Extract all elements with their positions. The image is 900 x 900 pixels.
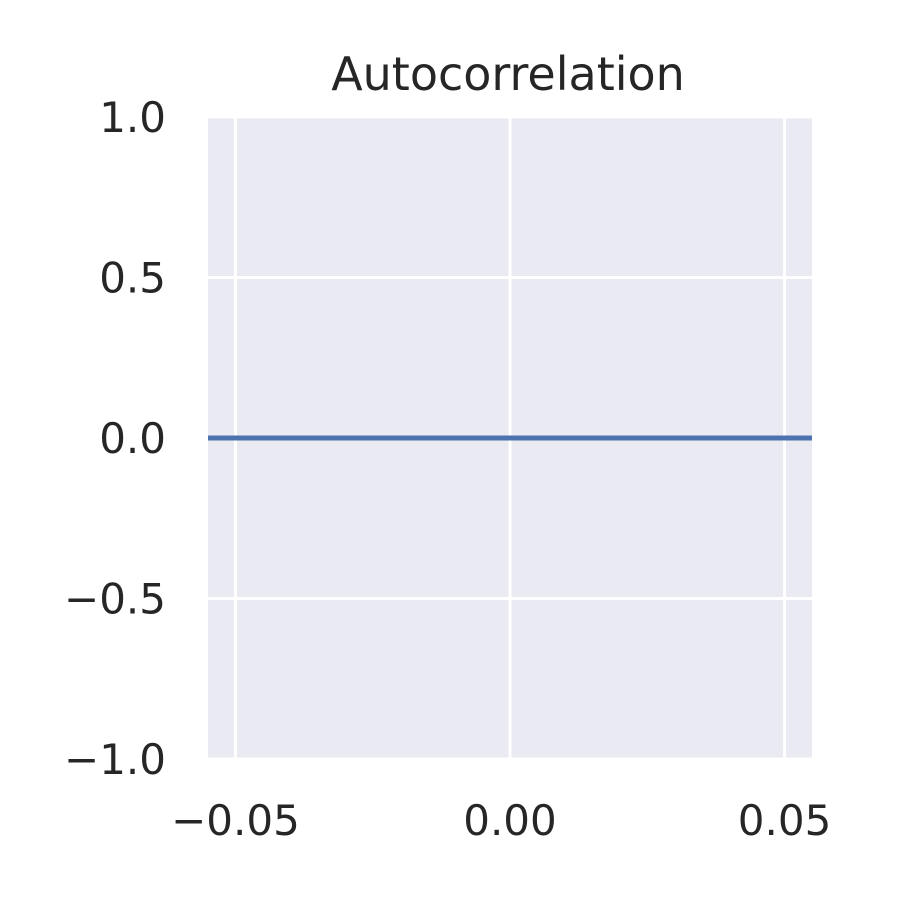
x-tick-label: 0.05 <box>738 796 832 845</box>
x-tick-label: 0.00 <box>463 796 557 845</box>
y-tick-label: 1.0 <box>99 93 166 142</box>
y-tick-label: −1.0 <box>64 735 166 784</box>
y-tick-label: −0.5 <box>64 575 166 624</box>
x-tick-labels: −0.05 0.00 0.05 <box>171 796 831 845</box>
x-tick-label: −0.05 <box>171 796 300 845</box>
chart-title: Autocorrelation <box>331 47 685 101</box>
y-tick-label: 0.0 <box>99 414 166 463</box>
y-tick-labels: 1.0 0.5 0.0 −0.5 −1.0 <box>64 93 166 784</box>
y-tick-label: 0.5 <box>99 254 166 303</box>
